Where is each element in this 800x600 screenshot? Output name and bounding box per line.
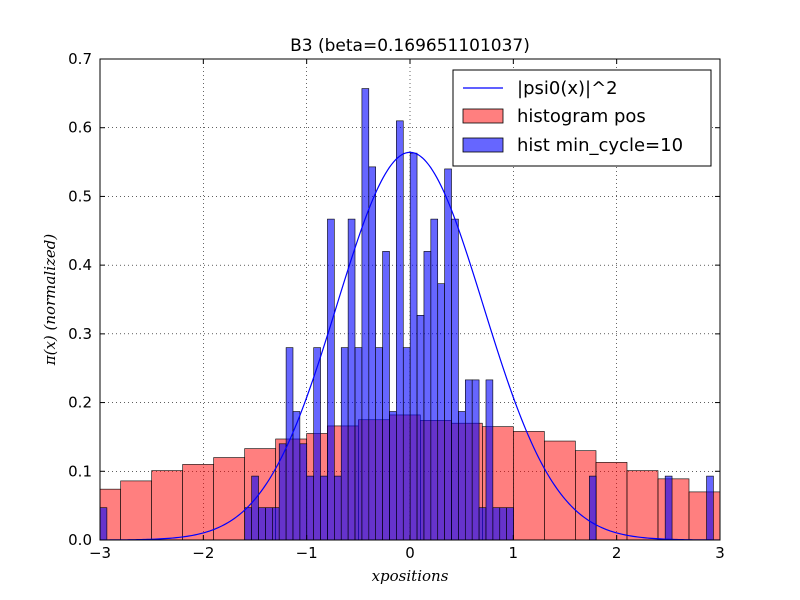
legend: |psi0(x)|^2 histogram pos hist min_cycle… bbox=[452, 69, 712, 167]
mc-hist-bar bbox=[499, 507, 507, 541]
pos-hist-bar bbox=[151, 470, 183, 541]
mc-hist-bar bbox=[478, 507, 487, 541]
legend-label-pos: histogram pos bbox=[517, 106, 646, 127]
mc-hist-bar bbox=[320, 475, 328, 541]
mc-hist-bar bbox=[375, 347, 383, 541]
mc-hist-bar bbox=[402, 347, 411, 541]
y-tick-label: 0.4 bbox=[68, 256, 92, 274]
mc-hist-bar bbox=[396, 120, 404, 541]
y-tick-label: 0.5 bbox=[68, 187, 92, 205]
pos-hist-bar bbox=[544, 440, 576, 541]
legend-swatch-pos bbox=[462, 108, 504, 124]
legend-label-psi: |psi0(x)|^2 bbox=[517, 78, 618, 99]
mc-hist-bar bbox=[285, 347, 294, 541]
psi-curve bbox=[100, 151, 720, 541]
mc-hist-bar bbox=[354, 347, 363, 541]
mc-hist-bar bbox=[664, 475, 673, 541]
mc-hist-bar bbox=[464, 379, 473, 541]
mc-hist-bar bbox=[471, 379, 480, 541]
mc-hist-bar bbox=[327, 218, 335, 541]
y-tick-label: 0.3 bbox=[68, 325, 92, 343]
legend-label-mc: hist min_cycle=10 bbox=[517, 135, 683, 156]
mc-hist-bar bbox=[389, 411, 397, 541]
y-axis-label: π(x) (normalized) bbox=[41, 234, 59, 367]
x-axis-label: xpositions bbox=[372, 567, 449, 585]
mc-hist-bar bbox=[251, 475, 259, 541]
mc-hist-bar bbox=[99, 507, 108, 541]
mc-hist-bar bbox=[313, 347, 321, 541]
mc-hist-bar bbox=[451, 218, 459, 541]
mc-hist-bar bbox=[299, 443, 308, 541]
x-tick-label: 3 bbox=[715, 544, 725, 562]
mc-hist-bar bbox=[368, 166, 376, 541]
pos-hist-bar bbox=[688, 491, 721, 541]
x-tick-label: −3 bbox=[89, 544, 111, 562]
mc-hist-bar bbox=[334, 475, 342, 541]
mc-hist-bar bbox=[265, 507, 273, 541]
pos-hist-bar bbox=[626, 470, 659, 541]
x-tick-label: −2 bbox=[192, 544, 214, 562]
mc-hist-bar bbox=[306, 475, 314, 541]
y-tick-label: 0.1 bbox=[68, 462, 92, 480]
mc-hist-bar bbox=[589, 475, 597, 541]
x-tick-label: 0 bbox=[405, 544, 415, 562]
mc-hist-bar bbox=[416, 315, 425, 541]
mc-hist-bar bbox=[258, 507, 266, 541]
pos-hist-bar bbox=[513, 431, 545, 541]
mc-hist-bar bbox=[361, 88, 370, 541]
y-tick-label: 0.6 bbox=[68, 119, 92, 137]
mc-hist-bar bbox=[272, 507, 280, 541]
y-tick-label: 0.7 bbox=[68, 50, 92, 68]
mc-hist-bar bbox=[492, 507, 501, 541]
mc-hist-bar bbox=[706, 475, 714, 541]
y-tick-label: 0.2 bbox=[68, 394, 92, 412]
mc-hist-bar bbox=[458, 411, 466, 541]
mc-hist-bar bbox=[506, 507, 514, 541]
mc-hist-bar bbox=[437, 283, 445, 541]
mc-hist-bar bbox=[485, 379, 494, 541]
mc-hist-bar bbox=[244, 507, 252, 541]
pos-hist-bar bbox=[595, 462, 628, 541]
pos-hist-bar bbox=[657, 478, 690, 541]
mc-hist-bar bbox=[444, 168, 452, 541]
x-tick-label: −1 bbox=[296, 544, 318, 562]
mc-hist-bar bbox=[430, 218, 439, 541]
pos-hist-bar bbox=[120, 480, 152, 541]
pos-hist-bar bbox=[182, 464, 214, 541]
mc-hist-bar bbox=[423, 251, 432, 541]
chart-title: B3 (beta=0.169651101037) bbox=[290, 36, 530, 56]
mc-hist-bar bbox=[278, 443, 287, 541]
y-tick-label: 0.0 bbox=[68, 531, 92, 549]
mc-hist-bar bbox=[382, 251, 390, 541]
ticks: −3 −2 −1 0 1 2 3 0.0 0.1 0.2 0.3 0.4 0.5 0.6 0.7 bbox=[68, 50, 725, 562]
x-tick-label: 1 bbox=[509, 544, 519, 562]
mc-hist-bar bbox=[340, 347, 349, 541]
x-tick-label: 2 bbox=[612, 544, 622, 562]
mc-hist-bar bbox=[409, 152, 418, 541]
legend-swatch-mc bbox=[462, 137, 504, 153]
